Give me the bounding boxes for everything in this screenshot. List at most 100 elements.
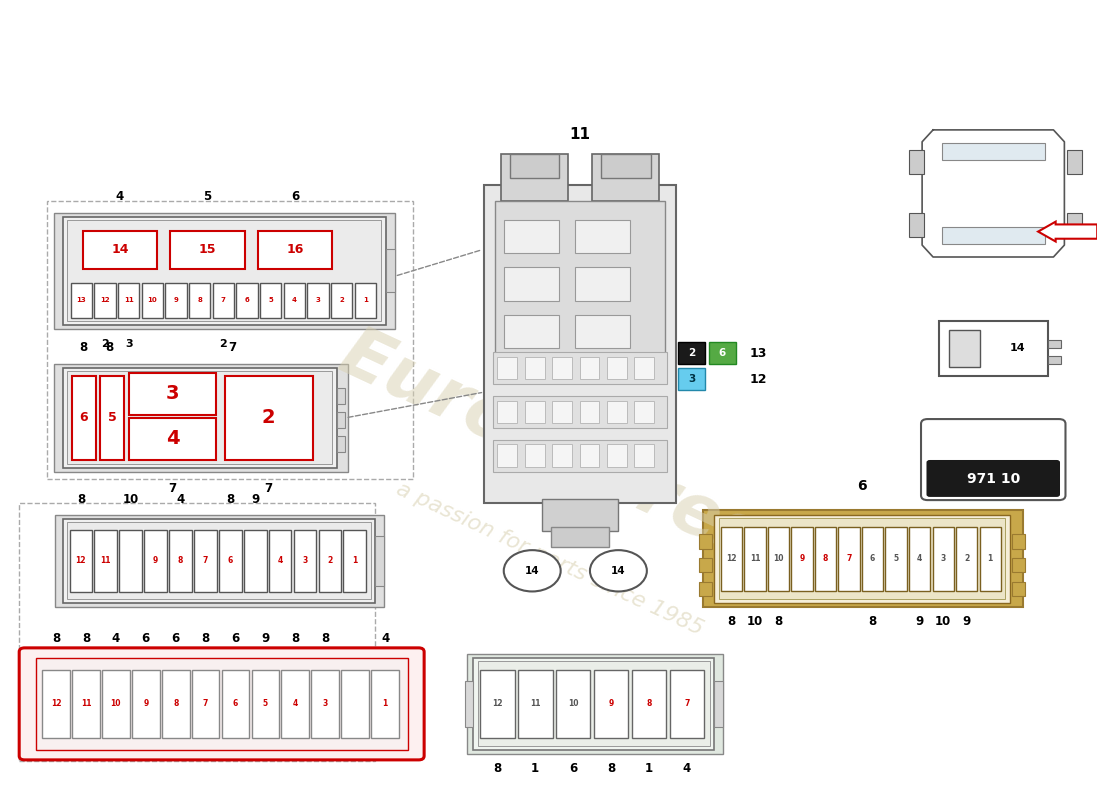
Text: 2: 2: [262, 408, 275, 427]
Bar: [191, 670, 220, 738]
Bar: [678, 368, 705, 390]
Text: 1: 1: [383, 699, 387, 708]
Bar: [337, 388, 345, 404]
Bar: [331, 282, 352, 318]
Text: 5: 5: [268, 298, 273, 303]
Bar: [497, 357, 517, 379]
Text: 6: 6: [142, 633, 150, 646]
Bar: [938, 321, 1048, 376]
Text: 11: 11: [100, 556, 111, 566]
Bar: [909, 150, 924, 174]
Bar: [497, 401, 517, 423]
Text: 10: 10: [147, 298, 157, 303]
FancyArrow shape: [1038, 222, 1097, 242]
Bar: [635, 401, 654, 423]
Text: 6: 6: [290, 190, 299, 203]
Bar: [46, 202, 414, 479]
Bar: [311, 670, 339, 738]
Bar: [95, 282, 116, 318]
Bar: [607, 357, 627, 379]
Bar: [54, 364, 348, 471]
Bar: [170, 230, 244, 269]
Bar: [886, 526, 906, 591]
Bar: [580, 445, 600, 466]
Text: 3: 3: [302, 556, 308, 566]
Text: 7: 7: [229, 341, 236, 354]
Bar: [504, 220, 559, 253]
Bar: [556, 670, 591, 738]
Text: 8: 8: [77, 494, 85, 506]
Bar: [212, 282, 234, 318]
Text: Eurospares: Eurospares: [328, 320, 772, 575]
Text: 11: 11: [750, 554, 760, 563]
Text: 7: 7: [684, 699, 690, 708]
Bar: [67, 221, 382, 322]
Bar: [714, 681, 723, 726]
Text: 3: 3: [166, 384, 179, 403]
Text: 14: 14: [612, 566, 626, 576]
Text: 4: 4: [293, 699, 298, 708]
Text: 10: 10: [747, 615, 763, 628]
Text: 6: 6: [233, 699, 239, 708]
Text: 7: 7: [846, 554, 851, 563]
Text: 9: 9: [800, 554, 804, 563]
Bar: [714, 515, 1010, 602]
Text: 1: 1: [531, 762, 539, 775]
Bar: [82, 230, 157, 269]
Bar: [100, 376, 124, 459]
Bar: [708, 342, 736, 364]
Bar: [129, 373, 217, 414]
Bar: [132, 670, 160, 738]
Bar: [354, 282, 376, 318]
Text: 8: 8: [607, 762, 615, 775]
Bar: [718, 518, 1005, 599]
Text: 12: 12: [76, 556, 86, 566]
Text: 10: 10: [122, 494, 139, 506]
Bar: [504, 267, 559, 301]
Text: 3: 3: [322, 699, 328, 708]
Bar: [63, 519, 375, 602]
Bar: [375, 536, 384, 586]
Bar: [909, 526, 931, 591]
Text: 8: 8: [727, 615, 736, 628]
Text: 14: 14: [111, 243, 129, 256]
Bar: [518, 670, 552, 738]
Bar: [635, 445, 654, 466]
Text: 3: 3: [316, 298, 320, 303]
Text: 6: 6: [569, 762, 578, 775]
Bar: [19, 503, 375, 762]
Bar: [575, 267, 630, 301]
Text: 13: 13: [77, 298, 86, 303]
Text: 9: 9: [915, 615, 924, 628]
Bar: [607, 445, 627, 466]
Text: 16: 16: [286, 243, 304, 256]
Bar: [169, 530, 191, 592]
Bar: [698, 582, 712, 596]
Bar: [678, 342, 705, 364]
Text: 9: 9: [608, 699, 614, 708]
Circle shape: [504, 550, 561, 591]
Text: 8: 8: [197, 298, 202, 303]
Bar: [493, 352, 667, 384]
Bar: [670, 670, 704, 738]
Bar: [189, 282, 210, 318]
Text: 7: 7: [202, 699, 208, 708]
Bar: [745, 526, 766, 591]
Bar: [165, 282, 187, 318]
Bar: [933, 526, 954, 591]
Text: 4: 4: [166, 430, 179, 448]
Bar: [54, 213, 395, 330]
Text: 8: 8: [227, 494, 234, 506]
Text: 4: 4: [381, 633, 389, 646]
Bar: [224, 376, 312, 459]
Bar: [698, 534, 712, 549]
Bar: [542, 499, 618, 531]
Bar: [341, 670, 370, 738]
Text: 2: 2: [328, 556, 332, 566]
Text: 6: 6: [244, 298, 250, 303]
Text: 9: 9: [962, 615, 971, 628]
Bar: [942, 142, 1045, 160]
Bar: [1067, 214, 1082, 237]
Text: 8: 8: [178, 556, 184, 566]
Text: 8: 8: [81, 633, 90, 646]
